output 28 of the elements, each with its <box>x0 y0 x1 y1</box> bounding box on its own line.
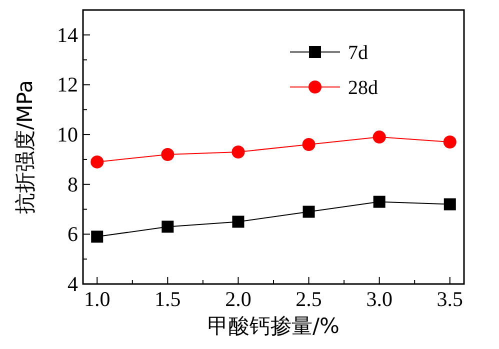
y-tick-label: 14 <box>57 22 78 47</box>
legend-label: 28d <box>348 77 378 99</box>
point <box>232 145 245 158</box>
point <box>90 155 104 168</box>
point <box>161 148 174 161</box>
y-tick-label: 8 <box>68 172 78 196</box>
y-tick-label: 6 <box>68 222 78 246</box>
x-tick-label: 3.5 <box>436 287 464 311</box>
point <box>443 136 456 149</box>
point <box>372 130 386 144</box>
point <box>302 138 316 152</box>
point <box>91 230 104 243</box>
y-axis-title: 抗折强度/MPa <box>13 80 37 214</box>
point <box>444 198 456 210</box>
x-tick-label: 2.5 <box>296 287 322 311</box>
y-tick-label: 12 <box>57 72 78 97</box>
y-tick-label: 10 <box>57 122 78 147</box>
x-axis-title: 甲酸钙掺量/% <box>207 314 340 338</box>
legend-label: 7d <box>348 42 368 64</box>
y-tick-label: 4 <box>68 272 78 296</box>
x-tick-label: 2.0 <box>225 287 252 311</box>
point <box>232 216 244 228</box>
point <box>162 220 174 233</box>
point <box>302 206 315 218</box>
x-tick-label: 1.5 <box>154 287 181 311</box>
x-tick-label: 1.0 <box>84 287 110 311</box>
x-tick-label: 3.0 <box>366 287 392 311</box>
point <box>373 196 386 208</box>
